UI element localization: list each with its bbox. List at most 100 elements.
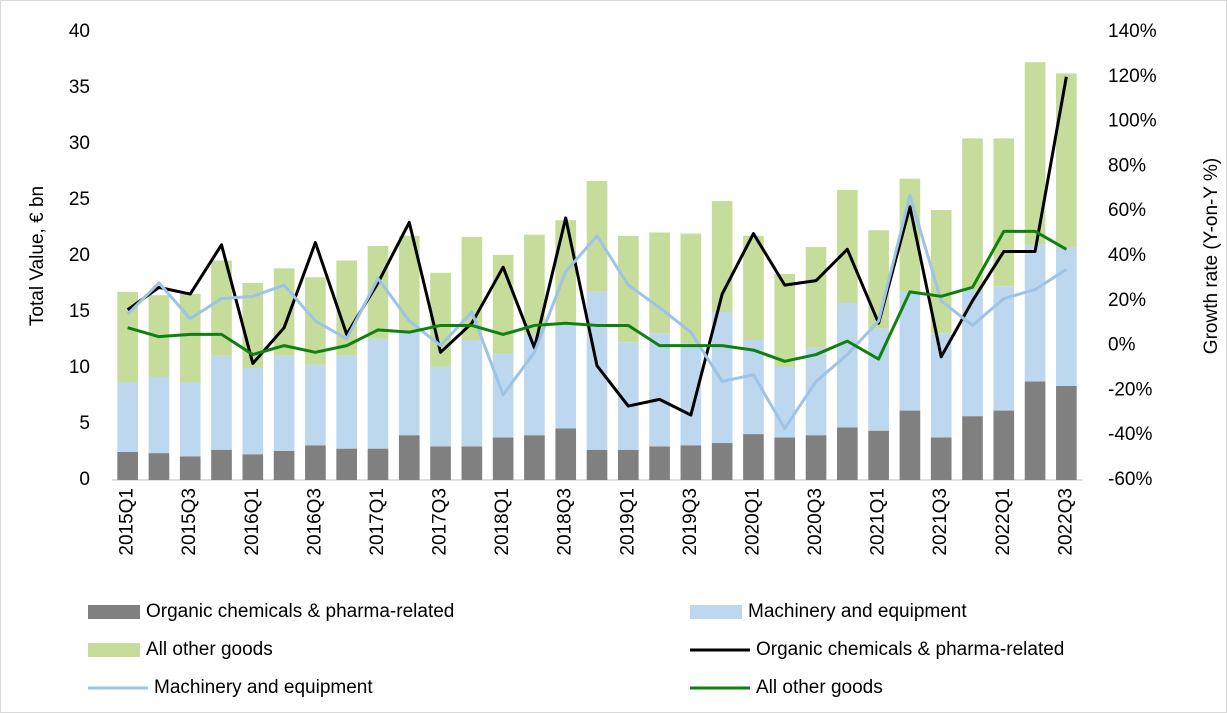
bar	[367, 448, 389, 480]
bar	[930, 437, 952, 480]
y-tick-label: 20	[69, 245, 90, 266]
bar	[211, 449, 232, 480]
bar	[586, 449, 608, 480]
bar	[868, 430, 889, 480]
line	[126, 76, 1068, 417]
bar	[117, 382, 138, 452]
legend-label: All other goods	[146, 639, 273, 660]
bar	[148, 453, 170, 480]
bar	[179, 382, 201, 457]
bar	[524, 234, 545, 335]
bar	[273, 355, 295, 451]
bar	[1024, 244, 1046, 382]
y2-tick-label: 40%	[1108, 245, 1146, 266]
bar	[993, 286, 1015, 411]
bar	[117, 291, 138, 383]
y2-tick-label: 140%	[1108, 21, 1157, 42]
y-axis-label: Total Value, € bn	[27, 186, 48, 326]
y2-tick-label: 120%	[1108, 66, 1157, 87]
y-tick-label: 0	[79, 469, 90, 490]
bar	[211, 260, 232, 356]
y2-tick-label: 80%	[1108, 155, 1146, 176]
line	[127, 229, 1068, 363]
y-tick-label: 10	[69, 357, 90, 378]
bar	[993, 138, 1015, 287]
y2-tick-label: 60%	[1108, 200, 1146, 221]
y-tick-label: 25	[69, 189, 90, 210]
legend-swatch	[88, 643, 140, 657]
bar	[617, 449, 639, 480]
x-tick-label: 2018Q1	[492, 488, 513, 556]
bar	[836, 189, 858, 304]
line	[126, 194, 1068, 430]
bar	[117, 452, 138, 480]
legend-label: Machinery and equipment	[748, 601, 967, 622]
bar	[336, 448, 358, 480]
bar	[461, 446, 483, 480]
legend-label: Machinery and equipment	[154, 677, 373, 698]
bar	[993, 410, 1015, 480]
y-tick-label: 5	[79, 413, 90, 434]
y-tick-label: 35	[69, 77, 90, 98]
bar	[711, 312, 733, 444]
bar	[398, 332, 420, 436]
bar	[743, 235, 764, 340]
x-tick-label: 2017Q3	[430, 488, 451, 556]
bar	[524, 435, 545, 480]
bar	[367, 338, 389, 449]
bar	[148, 376, 170, 454]
bar	[430, 366, 451, 447]
bar	[1056, 247, 1077, 386]
bar	[305, 364, 326, 446]
bar	[899, 178, 921, 292]
bar	[711, 443, 733, 480]
bar	[805, 435, 827, 480]
bar	[617, 235, 639, 343]
y2-tick-label: -40%	[1108, 424, 1152, 445]
bar	[179, 456, 201, 480]
x-tick-label: 2016Q3	[304, 488, 325, 556]
y-tick-label: 40	[69, 21, 90, 42]
x-tick-label: 2021Q3	[930, 488, 951, 556]
x-tick-label: 2019Q1	[617, 488, 638, 556]
bar	[1056, 385, 1077, 480]
y-tick-label: 30	[69, 133, 90, 154]
x-tick-label: 2021Q1	[868, 488, 889, 556]
bar	[586, 291, 608, 450]
legend-label: All other goods	[756, 677, 883, 698]
bar	[868, 328, 889, 431]
y2-tick-label: 100%	[1108, 111, 1157, 132]
x-tick-label: 2020Q3	[805, 488, 826, 556]
bar	[962, 416, 983, 480]
y2-tick-label: 20%	[1108, 290, 1146, 311]
bar	[680, 343, 702, 446]
y2-tick-label: 0%	[1108, 335, 1136, 356]
x-tick-label: 2020Q1	[742, 488, 763, 556]
bar	[930, 210, 952, 334]
bar	[899, 291, 921, 411]
y2-tick-label: -60%	[1108, 469, 1152, 490]
x-tick-label: 2016Q1	[242, 488, 263, 556]
bar	[211, 355, 232, 450]
bar	[962, 138, 983, 290]
bar	[242, 454, 264, 480]
bar	[617, 342, 639, 450]
bar	[242, 368, 264, 455]
x-tick-label: 2022Q1	[993, 488, 1014, 556]
bar	[836, 303, 858, 428]
legend-label: Organic chemicals & pharma-related	[756, 639, 1064, 660]
bar	[868, 230, 889, 329]
x-tick-label: 2017Q1	[367, 488, 388, 556]
y2-axis-label: Growth rate (Y-on-Y %)	[1201, 158, 1222, 354]
x-tick-label: 2019Q3	[680, 488, 701, 556]
x-tick-label: 2015Q3	[179, 488, 200, 556]
bar	[336, 355, 358, 449]
bar	[398, 235, 420, 333]
bar	[461, 340, 483, 447]
bar	[555, 323, 577, 429]
y-tick-label: 15	[69, 301, 90, 322]
bar	[836, 427, 858, 480]
bar	[930, 333, 952, 438]
bar	[398, 435, 420, 480]
